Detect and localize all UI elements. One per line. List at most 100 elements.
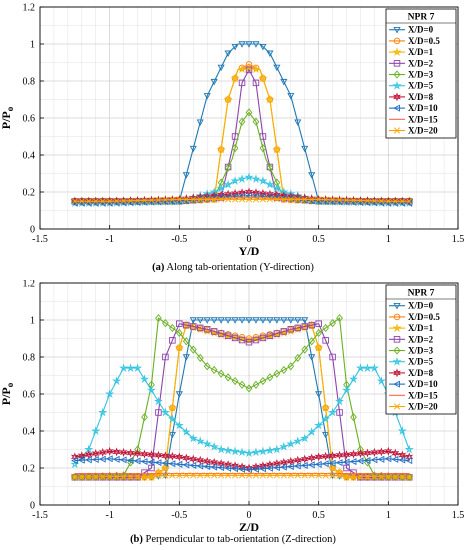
chart-a-point-9 (385, 198, 392, 205)
chart-a-legend-label-9: X/D=20 (408, 126, 438, 136)
caption-a: (a) Along tab-orientation (Y-direction) (0, 262, 466, 273)
chart-b-point-5 (98, 407, 108, 417)
chart-a-point-0 (301, 145, 309, 153)
chart-b-point-3 (301, 323, 308, 330)
chart-a-point-9 (245, 196, 253, 203)
chart-a-point-5 (244, 172, 254, 182)
chart-b-point-3 (183, 321, 190, 329)
chart-a-point-9 (392, 198, 399, 205)
chart-a-legend-label-4: X/D=3 (408, 70, 434, 80)
chart-b-point-5 (174, 420, 184, 430)
chart-b-point-6 (91, 449, 100, 459)
chart-b-point-6 (335, 450, 344, 460)
chart-b-point-5 (321, 414, 331, 423)
chart-b-point-7 (98, 455, 106, 463)
chart-b-point-6 (370, 447, 379, 458)
chart-b-point-6 (182, 453, 191, 463)
chart-b-point-3 (350, 469, 357, 476)
chart-a-point-9 (308, 196, 315, 203)
chart-b-point-4 (287, 362, 295, 371)
chart-a-point-2 (223, 94, 233, 104)
chart-b-point-7 (147, 458, 155, 466)
chart-b-ytick-label: 0.2 (23, 464, 36, 475)
chart-b-point-3 (169, 337, 176, 344)
chart-a-point-9 (343, 197, 350, 204)
chart-a-point-9 (127, 197, 134, 204)
chart-b-point-6 (175, 452, 184, 462)
chart-b-point-5 (202, 439, 212, 448)
chart-b-point-0 (196, 317, 204, 324)
chart-a-point-9 (329, 196, 336, 203)
chart-a-point-4 (231, 144, 239, 153)
chart-a-point-0 (196, 119, 204, 126)
chart-b-legend-marker-5 (392, 356, 402, 366)
chart-b-point-0 (224, 317, 232, 324)
chart-b-point-7 (112, 455, 120, 463)
chart-a-point-0 (203, 93, 211, 100)
chart-b-point-7 (105, 455, 113, 463)
chart-a-point-0 (259, 43, 267, 51)
chart-b-point-9 (190, 472, 197, 479)
chart-b-point-3 (113, 473, 120, 481)
chart-a-point-9 (169, 196, 176, 203)
chart-a-legend-label-2: X/D=1 (408, 47, 434, 57)
chart-b-point-5 (397, 426, 407, 435)
chart-b-point-9 (245, 472, 253, 479)
chart-b-point-9 (343, 472, 350, 480)
chart-a-point-9 (378, 197, 385, 205)
chart-b-point-9 (308, 472, 315, 479)
chart-b-point-9 (266, 472, 274, 479)
chart-b-point-6 (252, 462, 260, 472)
chart-a-xtick-label: -0.5 (171, 234, 187, 245)
chart-b-ytick-label: 0.6 (23, 390, 36, 401)
chart-b-xtick-label: 1 (386, 510, 391, 521)
chart-a-series-9 (71, 196, 413, 205)
chart-a-point-9 (106, 198, 113, 205)
chart-b-point-6 (391, 448, 400, 458)
chart-b-series-group (70, 314, 414, 482)
chart-a-legend-label-7: X/D=10 (408, 103, 438, 113)
chart-a-ytick-label: 1 (30, 40, 35, 51)
chart-b-point-4 (155, 314, 162, 323)
chart-b-point-5 (341, 385, 352, 395)
chart-b-point-7 (349, 457, 357, 466)
chart-b-point-5 (279, 441, 289, 451)
chart-b-point-9 (155, 472, 162, 479)
chart-a-legend-marker-4 (393, 70, 401, 79)
chart-a-point-5 (286, 189, 296, 198)
chart-a-legend-marker-6 (393, 92, 401, 102)
chart-b-point-7 (370, 456, 378, 464)
chart-a-point-9 (273, 196, 280, 203)
chart-b-point-4 (162, 318, 169, 328)
chart-b-point-3 (266, 332, 274, 339)
chart-b-point-9 (127, 473, 134, 480)
chart-a-point-2 (230, 73, 240, 83)
chart-b-point-5 (237, 447, 247, 457)
chart-b-point-3 (343, 464, 350, 472)
chart-b-point-9 (176, 472, 183, 479)
chart-b-point-7 (189, 461, 197, 469)
chart-b-point-9 (385, 473, 392, 480)
chart-b-point-4 (189, 345, 197, 354)
chart-a-legend-label-6: X/D=8 (408, 92, 434, 102)
chart-b-legend-marker-9 (393, 403, 401, 410)
caption-b-label: (b) (130, 534, 143, 545)
chart-b-point-7 (196, 462, 204, 470)
chart-a-point-9 (266, 196, 274, 203)
chart-b-point-3 (155, 409, 162, 416)
chart-b-point-5 (132, 363, 143, 373)
chart-a-point-6 (224, 189, 233, 199)
chart-b-point-4 (350, 413, 357, 422)
chart-a-point-9 (134, 197, 141, 204)
chart-a-point-9 (315, 196, 322, 203)
chart-b-point-0 (315, 391, 323, 398)
chart-b-point-3 (203, 326, 211, 333)
chart-b-point-6 (112, 447, 121, 457)
chart-a-legend-label-1: X/D=0.5 (408, 36, 440, 46)
chart-b-point-5 (376, 376, 386, 385)
chart-a-point-0 (217, 64, 225, 72)
chart-a-point-9 (252, 196, 260, 203)
chart-a-point-0 (252, 41, 260, 48)
chart-b-point-4 (329, 318, 336, 328)
chart-b-xtick-label: 1.5 (452, 510, 465, 521)
